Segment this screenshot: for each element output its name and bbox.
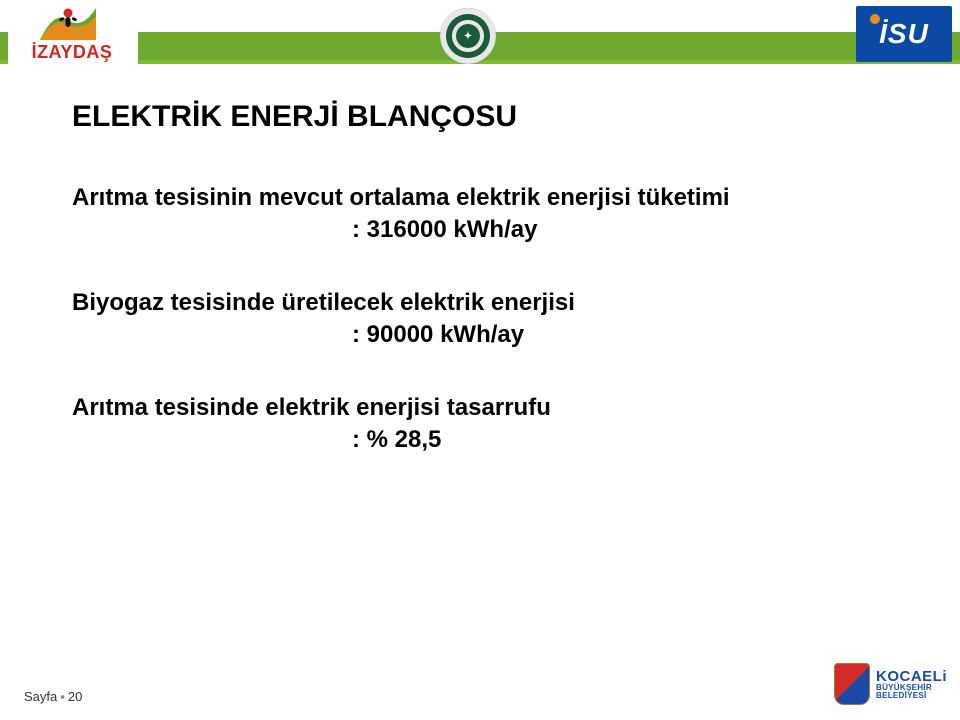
item-1-label: Arıtma tesisinin mevcut ortalama elektri… [72,182,872,214]
isu-logo: İSU [856,6,952,62]
izaydas-label: İZAYDAŞ [8,42,136,63]
kocaeli-line2: BÜYÜKŞEHİR BELEDİYESİ [876,684,947,700]
item-2: Biyogaz tesisinde üretilecek elektrik en… [72,287,872,352]
item-3-value: : % 28,5 [72,424,872,456]
item-2-value: : 90000 kWh/ay [72,319,872,351]
item-3-label: Arıtma tesisinde elektrik enerjisi tasar… [72,392,872,424]
isu-dot-icon [870,14,880,24]
isu-label: İSU [879,18,929,50]
kocaeli-line1: KOCAELi [876,669,947,684]
page-footer: Sayfa▪20 [24,689,82,704]
kocaeli-logo: KOCAELi BÜYÜKŞEHİR BELEDİYESİ [834,660,944,708]
separator-icon: ▪ [60,689,65,704]
page-word: Sayfa [24,689,57,704]
university-logo: ✦ [440,8,496,64]
item-1-value: : 316000 kWh/ay [72,214,872,246]
izaydas-icon [40,6,96,40]
slide-title: ELEKTRİK ENERJİ BLANÇOSU [72,100,872,134]
slide-content: ELEKTRİK ENERJİ BLANÇOSU Arıtma tesisini… [72,100,872,496]
page-number: 20 [68,689,82,704]
kocaeli-badge-icon [834,663,870,705]
izaydas-logo: İZAYDAŞ [8,6,138,66]
kocaeli-text: KOCAELi BÜYÜKŞEHİR BELEDİYESİ [876,669,947,700]
university-logo-inner: ✦ [456,24,480,48]
item-3: Arıtma tesisinde elektrik enerjisi tasar… [72,392,872,457]
item-2-label: Biyogaz tesisinde üretilecek elektrik en… [72,287,872,319]
item-1: Arıtma tesisinin mevcut ortalama elektri… [72,182,872,247]
header-bar: İZAYDAŞ ✦ İSU [0,0,960,74]
